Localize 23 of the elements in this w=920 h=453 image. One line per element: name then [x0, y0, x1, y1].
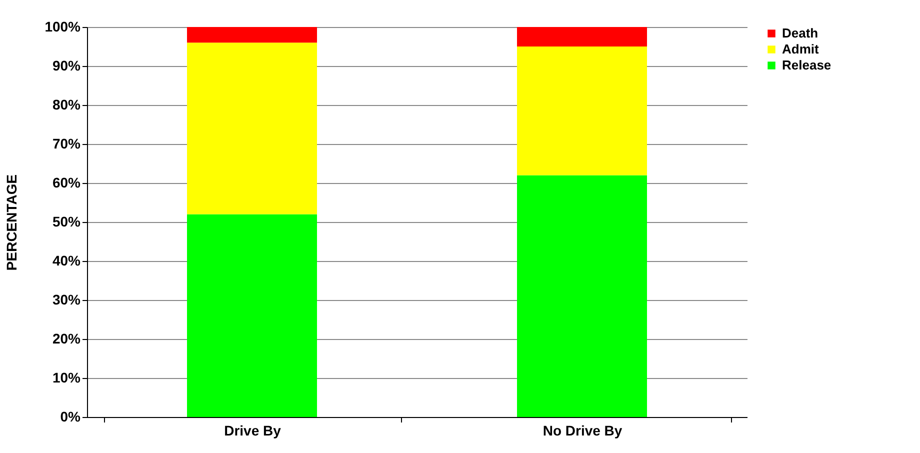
- y-tick-label: 100%: [44, 18, 82, 34]
- bar: [187, 214, 317, 417]
- bar: [517, 27, 647, 46]
- bar: [517, 175, 647, 417]
- bar: [517, 46, 647, 176]
- x-tick-label: Drive By: [224, 422, 282, 438]
- y-tick-label: 90%: [52, 58, 82, 74]
- y-tick-label: 30%: [52, 292, 82, 308]
- y-tick-label: 50%: [52, 214, 82, 230]
- y-tick-label: 40%: [52, 252, 82, 268]
- bar: [187, 42, 317, 214]
- legend-label: Release: [782, 58, 832, 72]
- y-axis-title: PERCENTAGE: [4, 174, 20, 271]
- y-tick-label: 70%: [52, 136, 82, 152]
- y-tick-label: 10%: [52, 370, 82, 386]
- y-tick-label: 80%: [52, 96, 82, 112]
- legend-label: Admit: [782, 42, 820, 56]
- y-tick-label: 20%: [52, 330, 82, 346]
- legend-label: Death: [782, 26, 818, 40]
- y-tick-label: 60%: [52, 174, 82, 190]
- y-tick-label: 0%: [60, 408, 82, 424]
- x-tick-label: No Drive By: [542, 422, 622, 438]
- bar: [187, 27, 317, 43]
